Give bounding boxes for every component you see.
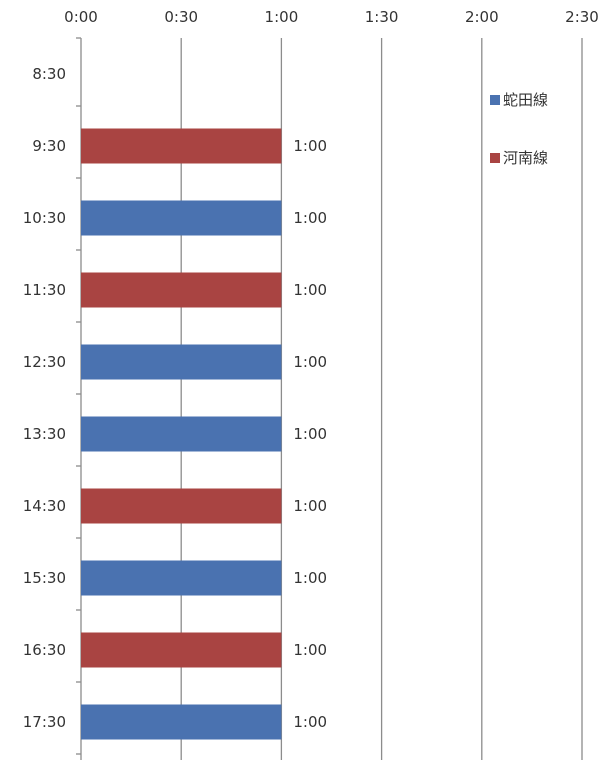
x-tick-labels: 0:00 0:30 1:00 1:30 2:00 2:30 (64, 8, 599, 26)
legend-label-0: 蛇田線 (503, 91, 548, 109)
legend-swatch-1 (490, 153, 500, 163)
bar-0-9 (81, 704, 282, 740)
bar-1-3 (81, 272, 282, 308)
y-tick-label-3: 11:30 (23, 281, 66, 299)
bar-0-5 (81, 416, 282, 452)
data-label-1: 1:00 (293, 137, 327, 155)
y-tick-label-0: 8:30 (32, 65, 66, 83)
bars (81, 128, 282, 740)
y-tick-label-2: 10:30 (23, 209, 66, 227)
data-labels: 1:00 1:00 1:00 1:00 1:00 1:00 1:00 1:00 1:00 (293, 137, 327, 731)
y-axis (76, 37, 82, 760)
data-label-2: 1:00 (293, 209, 327, 227)
x-tick-label-4: 2:00 (465, 8, 499, 26)
x-tick-label-0: 0:00 (64, 8, 98, 26)
bar-0-7 (81, 560, 282, 596)
x-tick-label-1: 0:30 (164, 8, 198, 26)
data-label-8: 1:00 (293, 641, 327, 659)
y-tick-labels: 8:30 9:30 10:30 11:30 12:30 13:30 14:30 15:30 16… (23, 65, 66, 731)
y-tick-label-1: 9:30 (32, 137, 66, 155)
x-tick-label-5: 2:30 (565, 8, 599, 26)
data-label-9: 1:00 (293, 713, 327, 731)
bar-1-1 (81, 128, 282, 164)
x-tick-label-3: 1:30 (365, 8, 399, 26)
y-tick-label-9: 17:30 (23, 713, 66, 731)
legend-swatch-0 (490, 95, 500, 105)
bar-1-6 (81, 488, 282, 524)
x-tick-label-2: 1:00 (265, 8, 299, 26)
bar-1-8 (81, 632, 282, 668)
data-label-4: 1:00 (293, 353, 327, 371)
legend-label-1: 河南線 (503, 149, 548, 167)
data-label-6: 1:00 (293, 497, 327, 515)
y-tick-label-8: 16:30 (23, 641, 66, 659)
bar-0-2 (81, 200, 282, 236)
y-tick-label-7: 15:30 (23, 569, 66, 587)
y-tick-label-5: 13:30 (23, 425, 66, 443)
y-tick-label-6: 14:30 (23, 497, 66, 515)
data-label-7: 1:00 (293, 569, 327, 587)
data-label-5: 1:00 (293, 425, 327, 443)
y-tick-label-4: 12:30 (23, 353, 66, 371)
bar-0-4 (81, 344, 282, 380)
data-label-3: 1:00 (293, 281, 327, 299)
